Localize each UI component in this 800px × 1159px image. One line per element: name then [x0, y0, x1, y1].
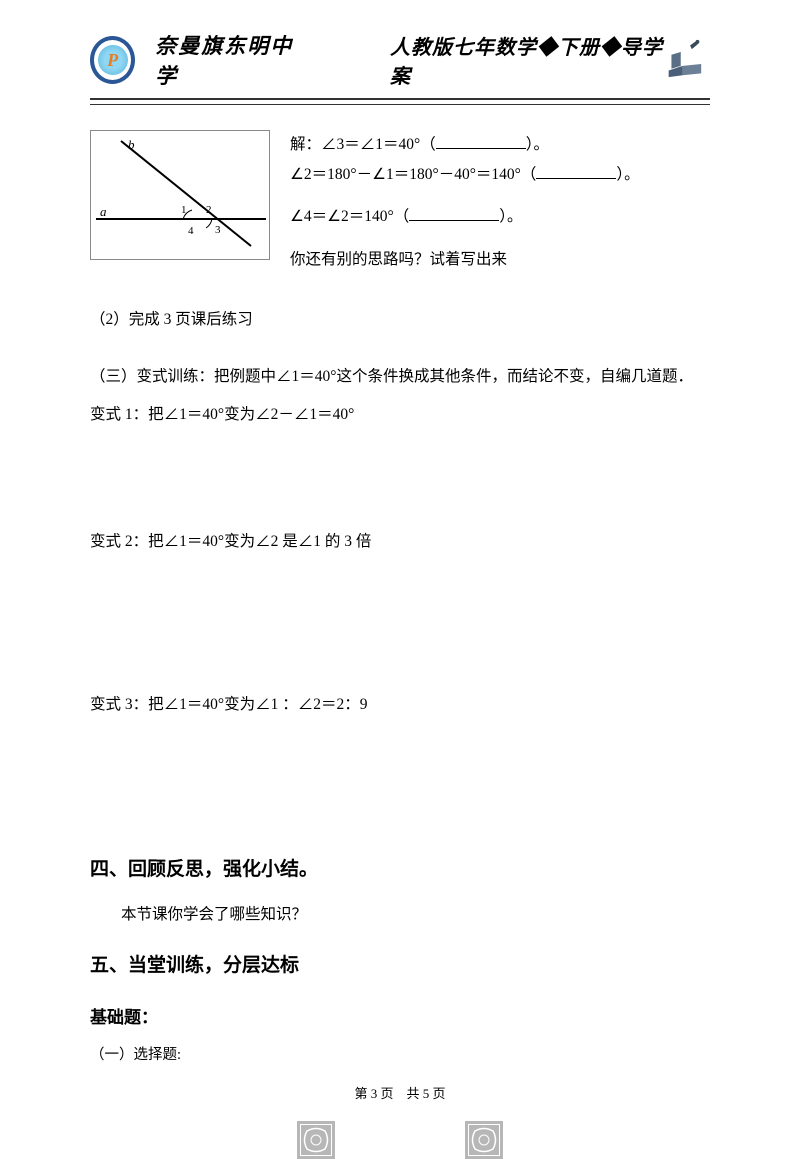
page-header: P 奈曼旗东明中学 人教版七年数学◆下册◆导学案 [90, 30, 710, 90]
diagram-section: b a 1 2 3 4 解：∠3＝∠1＝40°（ ）。 ∠2＝180°－∠1＝18… [90, 130, 710, 275]
doc-subtitle: 人教版七年数学◆下册◆导学案 [390, 31, 664, 89]
choice-questions-heading: （一）选择题: [90, 1042, 710, 1070]
logo-inner: P [98, 45, 128, 75]
sol2-post: ）。 [616, 166, 639, 183]
heading-5: 五、当堂训练，分层达标 [90, 948, 710, 984]
header-rule-thick [90, 98, 710, 100]
watermark-row [90, 1121, 710, 1159]
sol1-post: ）。 [526, 136, 549, 153]
label-1: 1 [181, 204, 187, 216]
label-b: b [128, 137, 135, 152]
variation-1: 变式 1：把∠1＝40°变为∠2－∠1＝40° [90, 400, 710, 429]
school-logo: P [90, 36, 135, 84]
watermark-2 [465, 1121, 503, 1159]
solution-line-1: 解：∠3＝∠1＝40°（ ）。 [290, 130, 710, 160]
blank-3[interactable] [409, 206, 499, 222]
book-icon [664, 38, 711, 83]
solution-text: 解：∠3＝∠1＝40°（ ）。 ∠2＝180°－∠1＝180°－40°＝140°（… [290, 130, 710, 275]
solution-line-4: 你还有别的思路吗？试着写出来 [290, 245, 710, 275]
label-4: 4 [188, 225, 194, 237]
blank-2[interactable] [536, 164, 616, 180]
section-2: （2）完成 3 页课后练习 [90, 305, 710, 334]
school-name: 奈曼旗东明中学 [155, 30, 305, 90]
label-2: 2 [206, 204, 212, 216]
angle-diagram: b a 1 2 3 4 [90, 130, 270, 260]
heading-4: 四、回顾反思，强化小结。 [90, 852, 710, 888]
content-body: b a 1 2 3 4 解：∠3＝∠1＝40°（ ）。 ∠2＝180°－∠1＝18… [90, 130, 710, 1159]
label-a: a [100, 204, 107, 219]
sol3-pre: ∠4＝∠2＝140°（ [290, 208, 409, 225]
solution-line-3: ∠4＝∠2＝140°（ ）。 [290, 202, 710, 232]
blank-1[interactable] [436, 134, 526, 150]
sol2-pre: ∠2＝180°－∠1＝180°－40°＝140°（ [290, 166, 536, 183]
sol1-pre: 解：∠3＝∠1＝40°（ [290, 136, 436, 153]
section-3-intro: （三）变式训练：把例题中∠1＝40°这个条件换成其他条件，而结论不变，自编几道题… [90, 362, 710, 391]
basic-questions-heading: 基础题： [90, 1002, 710, 1034]
variation-3: 变式 3：把∠1＝40°变为∠1 ：∠2＝2：9 [90, 690, 710, 719]
sol3-post: ）。 [499, 208, 522, 225]
watermark-1 [297, 1121, 335, 1159]
label-3: 3 [215, 224, 221, 236]
solution-line-2: ∠2＝180°－∠1＝180°－40°＝140°（ ）。 [290, 160, 710, 190]
heading-4-sub: 本节课你学会了哪些知识？ [90, 900, 710, 929]
page-footer: 第 3 页 共 5 页 [90, 1082, 710, 1107]
variation-2: 变式 2：把∠1＝40°变为∠2 是∠1 的 3 倍 [90, 527, 710, 556]
header-rule-thin [90, 104, 710, 105]
